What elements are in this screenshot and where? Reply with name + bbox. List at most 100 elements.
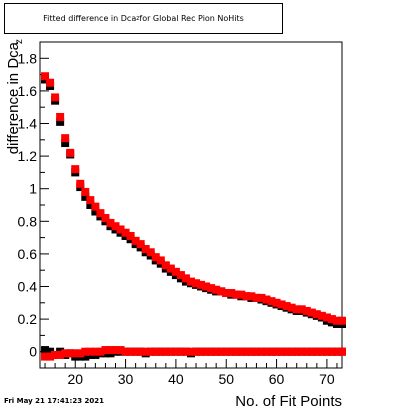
- x-tick-label: 20: [67, 371, 83, 387]
- series-red-point: [297, 347, 306, 356]
- series-red-point: [156, 256, 165, 265]
- series-red-point: [46, 352, 55, 361]
- title-main: Fitted difference in Dca: [43, 14, 137, 23]
- series-black-point: [91, 207, 100, 216]
- series-red-point: [91, 347, 100, 356]
- series-red-point: [66, 349, 75, 358]
- y-tick-label: 1: [29, 181, 37, 197]
- series-red-point: [131, 236, 140, 245]
- y-axis-title: difference in Dca: [5, 41, 22, 154]
- chart-title: Fitted difference in Dca z for Global Rec…: [5, 4, 282, 33]
- series-red-point: [232, 290, 241, 299]
- series-red-point: [96, 209, 105, 218]
- series-red-point: [267, 347, 276, 356]
- series-red-point: [71, 165, 80, 174]
- series-red-point: [292, 305, 301, 314]
- y-tick-label: 0.6: [18, 246, 38, 262]
- y-tick-label: 0.2: [18, 311, 38, 327]
- series-red-point: [287, 303, 296, 312]
- series-red-point: [267, 297, 276, 306]
- axis-ticks: [40, 57, 338, 369]
- series-red-point: [212, 347, 221, 356]
- series-red-point: [332, 347, 341, 356]
- series-red-point: [222, 347, 231, 356]
- series-red-point: [302, 347, 311, 356]
- series-red-point: [141, 245, 150, 254]
- series-red-point: [131, 347, 140, 356]
- series-red-point: [197, 347, 206, 356]
- series-red-point: [272, 298, 281, 307]
- series-red-point: [317, 347, 326, 356]
- series-red-point: [126, 347, 135, 356]
- x-axis-title: No. of Fit Points: [235, 393, 342, 410]
- series-red-point: [66, 148, 75, 157]
- series-red-point: [101, 214, 110, 223]
- series-red-point: [166, 264, 175, 273]
- y-tick-label: 0.4: [18, 279, 38, 295]
- series-red-point: [257, 293, 266, 302]
- series-red-point: [297, 305, 306, 314]
- series-red-point: [307, 347, 316, 356]
- series-red-point: [151, 347, 160, 356]
- series-red-point: [46, 78, 55, 87]
- series-red-point: [111, 346, 120, 355]
- series-red-point: [61, 134, 70, 143]
- series-red-point: [292, 347, 301, 356]
- series-red-point: [86, 196, 95, 205]
- series-red-point: [71, 349, 80, 358]
- series-red-point: [242, 292, 251, 301]
- y-tick-label: 1.8: [18, 50, 38, 66]
- series-red-point: [282, 347, 291, 356]
- series-red-point: [76, 349, 85, 358]
- series-red-point: [121, 228, 130, 237]
- title-subscript: z: [136, 15, 140, 22]
- series-red-point: [217, 347, 226, 356]
- series-red-point: [187, 347, 195, 356]
- series-red-point: [327, 315, 336, 324]
- title-box: Fitted difference in Dca z for Global Rec…: [4, 3, 283, 34]
- y-tick-label: 0: [29, 344, 37, 360]
- x-tick-label: 40: [168, 371, 184, 387]
- series-red-point: [322, 347, 331, 356]
- y-tick-label: 0.8: [18, 213, 38, 229]
- series-red-point: [262, 347, 271, 356]
- series-red-point: [176, 347, 185, 356]
- series-red-point: [312, 310, 321, 319]
- x-tick-label: 50: [218, 371, 234, 387]
- series-red-point: [106, 346, 115, 355]
- x-tick-label: 60: [269, 371, 285, 387]
- series-red-point: [121, 347, 130, 356]
- series-red-point: [187, 277, 195, 286]
- series-red-point: [227, 347, 236, 356]
- series-red-point: [307, 308, 316, 317]
- series-red-point: [41, 352, 50, 361]
- series-red-point: [106, 218, 115, 227]
- series-red-point: [51, 93, 60, 102]
- series-black-point: [81, 352, 90, 361]
- series-red-point: [81, 187, 90, 196]
- series-red-point: [212, 285, 221, 294]
- y-tick-label: 1.4: [18, 116, 38, 132]
- series-red-point: [151, 253, 160, 262]
- series-red-point: [202, 282, 211, 291]
- series-black-point: [46, 347, 55, 356]
- series-red-point: [327, 347, 336, 356]
- series-red-point: [202, 347, 211, 356]
- series-red-point: [116, 346, 125, 355]
- series-red-point: [282, 302, 291, 311]
- series-red-point: [242, 347, 251, 356]
- y-tick-label: 1.6: [18, 83, 38, 99]
- series-red-point: [247, 347, 256, 356]
- series-black-point: [56, 117, 65, 126]
- title-rest: for Global Rec Pion NoHits: [139, 14, 244, 23]
- series-red-point: [171, 347, 180, 356]
- series-red-point: [126, 231, 135, 240]
- series-red-point: [207, 284, 216, 293]
- series-red-point: [171, 267, 180, 276]
- x-tick-label: 70: [319, 371, 335, 387]
- series-red-point: [161, 347, 170, 356]
- series-red-point: [41, 72, 50, 81]
- series-red-point: [317, 311, 326, 320]
- series-red-point: [81, 347, 90, 356]
